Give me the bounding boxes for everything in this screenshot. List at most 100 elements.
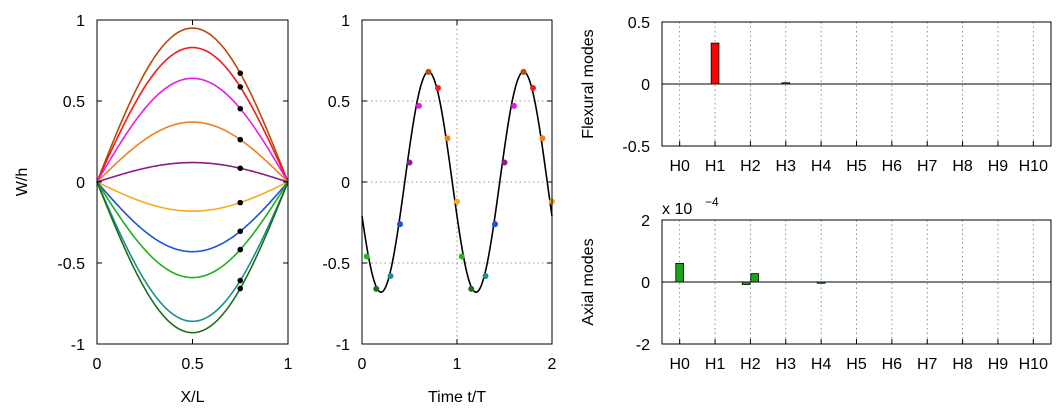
y-tick-label: 0.5 [628,15,650,32]
bar [741,281,751,285]
y-tick-label: -1 [336,337,350,354]
mode-shape-line [96,181,289,253]
mode-shape-line [96,181,289,279]
mode-shape-marker [237,285,244,292]
y-tick-label: 0 [641,275,650,292]
bar [816,281,826,284]
y-axis-label: Axial modes [580,238,597,325]
x-tick-label: H8 [952,158,973,175]
x-tick-label: 0 [93,356,102,373]
x-tick-label: H1 [705,356,726,373]
mode-shapes-plot: 0 0.5 1 -1 -0.5 0 0.5 1 X/L W/h [14,13,293,406]
time-point [363,253,370,260]
x-tick-label: H9 [988,158,1009,175]
y-axis-label: W/h [14,168,31,196]
x-tick-label: 1 [284,356,293,373]
mode-shape-line [96,181,289,323]
time-point [406,159,413,166]
y-tick-label: -0.5 [322,256,350,273]
x-axis-label: Time t/T [428,389,486,406]
bar [675,262,684,283]
x-tick-label: H10 [1019,158,1048,175]
mode-shape-line [96,27,289,183]
time-point [539,135,546,142]
mode-shape-line [96,181,289,334]
mode-shape-marker [237,277,244,284]
plot-frame [96,19,289,345]
x-tick-label: H10 [1019,356,1048,373]
time-point [387,272,394,279]
flexural-modes-plot: H0 H1 H2 H3 H4 H5 H6 H7 H8 H9 H10 -0.5 0 0.5 Flexural … [580,15,1052,175]
bar [710,42,720,85]
y-tick-label: 0.5 [63,94,85,111]
y-tick-label: 0.5 [328,94,350,111]
mode-shape-line [96,161,289,183]
x-tick-label: H2 [740,158,761,175]
y-tick-label: 1 [341,13,350,30]
x-tick-label: 0.5 [181,356,203,373]
x-tick-label: H4 [811,158,832,175]
mode-shape-marker [237,84,244,90]
x-tick-label: H3 [776,158,797,175]
mode-shape-marker [237,199,244,206]
mode-shape-marker [237,165,244,172]
mode-shape-line [96,181,289,212]
mode-shape-marker [237,228,244,235]
x-tick-label: H5 [846,356,867,373]
x-tick-label: H2 [740,356,761,373]
y-tick-label: -0.5 [622,139,650,156]
time-point [501,159,508,166]
time-point [416,102,422,109]
y-tick-label: -1 [71,337,85,354]
time-point [458,253,465,260]
y-tick-label: 0 [76,175,85,192]
time-point [454,198,460,205]
exponent-value: −4 [705,195,719,209]
x-tick-label: H1 [705,158,726,175]
x-tick-label: H6 [882,158,903,175]
time-point [444,135,451,142]
x-tick-label: H7 [917,356,938,373]
y-tick-label: -0.5 [57,256,85,273]
time-point [397,221,403,228]
y-tick-label: 0 [341,175,350,192]
time-point [482,272,489,279]
x-tick-label: H0 [669,356,690,373]
x-tick-label: 1 [453,356,462,373]
mode-shape-marker [237,246,244,253]
mode-shape-marker [237,136,244,143]
time-history-plot: 0 1 2 -1 -0.5 0 0.5 1 Time t/T [322,13,556,406]
mode-shape-marker [237,70,244,76]
x-axis-label: X/L [180,389,204,406]
bar [750,273,759,283]
x-tick-label: H4 [811,356,832,373]
exponent-label: x 10 [662,201,692,218]
time-point [520,68,527,75]
y-tick-label: 2 [641,213,650,230]
x-tick-label: H6 [882,356,903,373]
y-axis-label: Flexural modes [580,29,597,138]
bar [781,82,791,85]
x-tick-label: H5 [846,158,867,175]
x-tick-label: 0 [358,356,367,373]
y-tick-label: 0 [641,77,650,94]
time-history-line [361,71,553,293]
x-tick-label: H9 [988,356,1009,373]
x-tick-label: H0 [669,158,690,175]
time-point [492,221,498,228]
x-tick-label: H3 [776,356,797,373]
time-point [435,85,441,92]
mode-shape-line [96,121,289,183]
mode-shape-line [96,46,289,183]
time-point [530,85,536,92]
mode-shape-line [96,77,289,183]
axial-modes-plot: H0 H1 H2 H3 H4 H5 H6 H7 H8 H9 H10 -2 0 2 Axial modes x … [580,195,1052,373]
x-tick-label: 2 [548,356,557,373]
x-tick-label: H8 [952,356,973,373]
time-point [511,102,517,109]
x-tick-label: H7 [917,158,938,175]
mode-shape-marker [237,105,244,112]
time-point [468,285,475,292]
time-point [373,285,380,292]
